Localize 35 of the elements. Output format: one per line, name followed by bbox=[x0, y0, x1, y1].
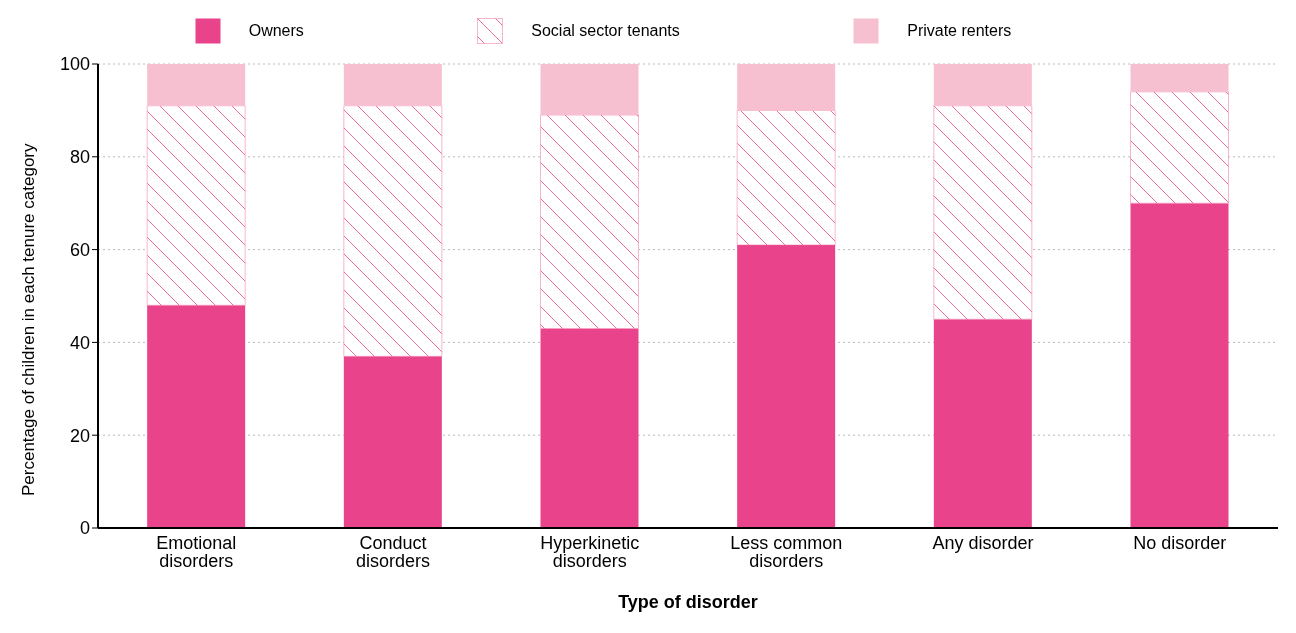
y-tick-label: 100 bbox=[59, 54, 90, 75]
bar bbox=[736, 110, 836, 246]
x-axis-title: Type of disorder bbox=[618, 592, 758, 612]
x-tick-label: Hyperkinetic disorders bbox=[540, 532, 640, 571]
legend-label: Private renters bbox=[907, 22, 1012, 40]
bar bbox=[933, 319, 1032, 528]
bar bbox=[737, 244, 836, 528]
legend-label: Social sector tenants bbox=[531, 22, 680, 40]
bar bbox=[147, 64, 246, 106]
x-tick-label: Conduct disorders bbox=[355, 532, 431, 571]
x-tick-label: Emotional disorders bbox=[156, 532, 237, 571]
y-tick-label: 80 bbox=[69, 147, 90, 168]
bar bbox=[540, 114, 639, 329]
x-tick-label: Any disorder bbox=[932, 532, 1034, 553]
bar bbox=[540, 328, 639, 528]
bar bbox=[933, 64, 1032, 106]
y-tick-label: 40 bbox=[69, 332, 90, 353]
y-axis-title: Percentage of children in each tenure category bbox=[19, 143, 39, 496]
bar bbox=[343, 105, 443, 357]
y-tick-label: 0 bbox=[79, 518, 90, 539]
x-tick-label: No disorder bbox=[1133, 532, 1227, 553]
bar bbox=[1130, 64, 1229, 92]
bar bbox=[737, 64, 836, 111]
bar bbox=[540, 64, 639, 116]
bar bbox=[1130, 203, 1229, 528]
legend-label: Owners bbox=[248, 22, 304, 40]
y-tick-label: 60 bbox=[69, 239, 90, 260]
x-tick-label: Less common disorders bbox=[730, 532, 843, 571]
bar bbox=[343, 64, 442, 106]
bar bbox=[343, 356, 442, 528]
bar bbox=[933, 105, 1033, 320]
bar bbox=[147, 305, 246, 528]
y-tick-label: 20 bbox=[69, 425, 90, 446]
bar bbox=[146, 105, 246, 306]
bar bbox=[1130, 91, 1229, 204]
